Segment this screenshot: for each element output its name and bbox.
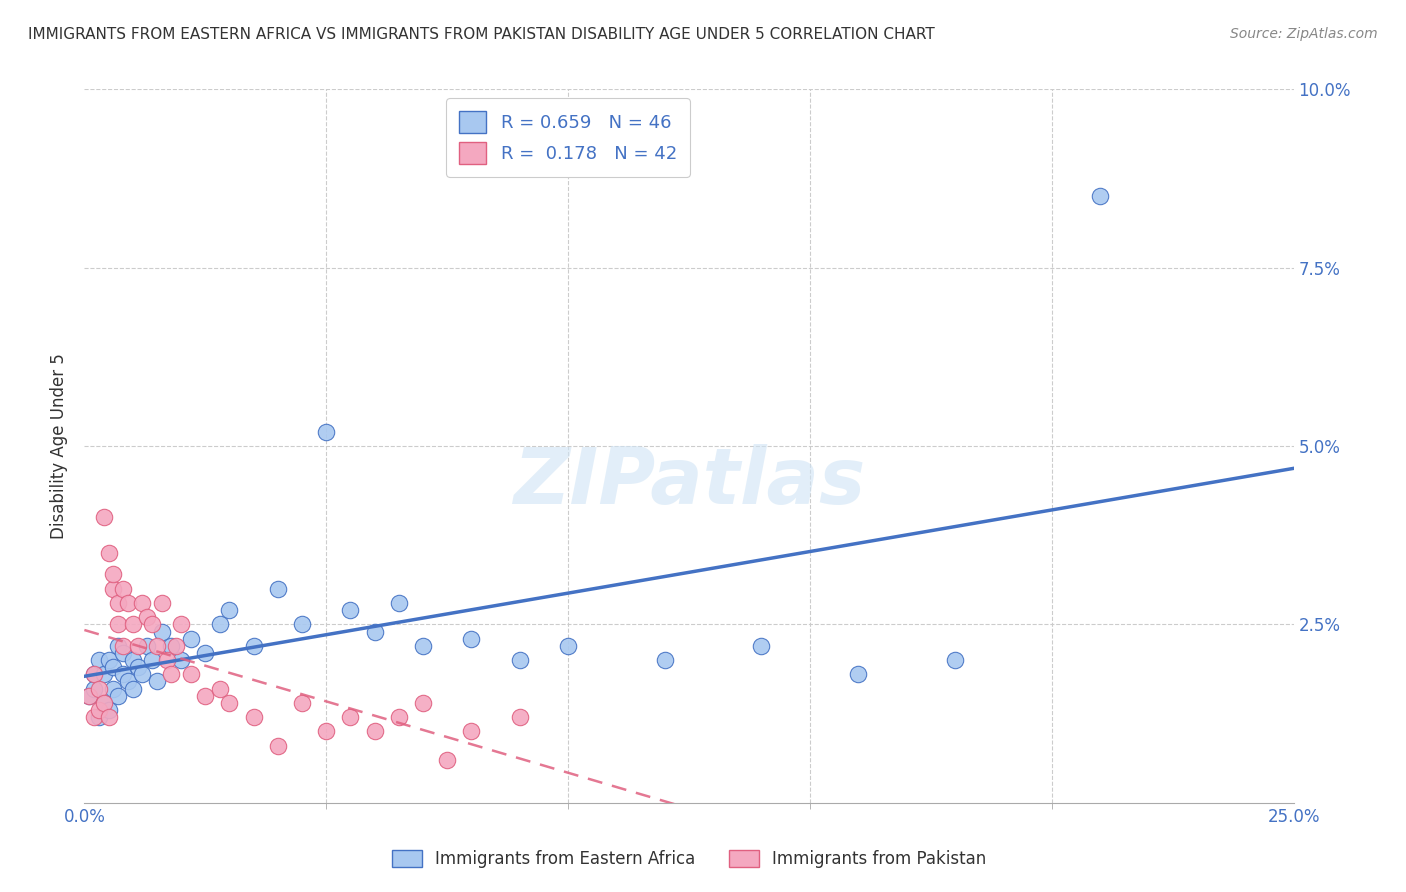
- Point: [83, 710, 105, 724]
- Point: [218, 696, 240, 710]
- Point: [121, 653, 143, 667]
- Point: [180, 667, 202, 681]
- Point: [97, 653, 120, 667]
- Point: [121, 681, 143, 696]
- Point: [218, 603, 240, 617]
- Point: [267, 739, 290, 753]
- Point: [112, 639, 135, 653]
- Point: [107, 617, 129, 632]
- Point: [388, 710, 411, 724]
- Point: [87, 681, 110, 696]
- Point: [751, 639, 773, 653]
- Point: [1088, 189, 1111, 203]
- Point: [170, 653, 193, 667]
- Point: [103, 567, 125, 582]
- Point: [509, 710, 531, 724]
- Point: [87, 703, 110, 717]
- Point: [160, 667, 183, 681]
- Point: [97, 546, 120, 560]
- Point: [93, 667, 115, 681]
- Point: [315, 724, 337, 739]
- Point: [83, 667, 105, 681]
- Point: [460, 632, 482, 646]
- Text: ZIPatlas: ZIPatlas: [513, 443, 865, 520]
- Point: [208, 681, 231, 696]
- Point: [943, 653, 966, 667]
- Point: [117, 596, 139, 610]
- Point: [87, 710, 110, 724]
- Point: [127, 660, 149, 674]
- Point: [170, 617, 193, 632]
- Point: [412, 696, 434, 710]
- Point: [131, 596, 153, 610]
- Point: [160, 639, 183, 653]
- Point: [363, 624, 385, 639]
- Point: [291, 696, 314, 710]
- Point: [141, 653, 163, 667]
- Point: [146, 674, 169, 689]
- Point: [131, 667, 153, 681]
- Point: [112, 667, 135, 681]
- Legend: Immigrants from Eastern Africa, Immigrants from Pakistan: Immigrants from Eastern Africa, Immigran…: [385, 843, 993, 875]
- Point: [87, 653, 110, 667]
- Point: [363, 724, 385, 739]
- Point: [242, 639, 264, 653]
- Point: [136, 610, 159, 624]
- Point: [155, 653, 177, 667]
- Point: [97, 710, 120, 724]
- Point: [103, 582, 125, 596]
- Point: [77, 689, 100, 703]
- Point: [291, 617, 314, 632]
- Point: [412, 639, 434, 653]
- Point: [194, 646, 217, 660]
- Point: [194, 689, 217, 703]
- Point: [267, 582, 290, 596]
- Point: [339, 603, 361, 617]
- Text: Source: ZipAtlas.com: Source: ZipAtlas.com: [1230, 27, 1378, 41]
- Point: [557, 639, 579, 653]
- Y-axis label: Disability Age Under 5: Disability Age Under 5: [51, 353, 69, 539]
- Point: [165, 639, 187, 653]
- Point: [107, 689, 129, 703]
- Point: [180, 632, 202, 646]
- Point: [242, 710, 264, 724]
- Point: [117, 674, 139, 689]
- Point: [388, 596, 411, 610]
- Point: [208, 617, 231, 632]
- Point: [83, 667, 105, 681]
- Point: [315, 425, 337, 439]
- Point: [150, 596, 173, 610]
- Point: [339, 710, 361, 724]
- Point: [93, 696, 115, 710]
- Point: [112, 582, 135, 596]
- Point: [436, 753, 458, 767]
- Point: [136, 639, 159, 653]
- Point: [77, 689, 100, 703]
- Point: [141, 617, 163, 632]
- Legend: R = 0.659   N = 46, R =  0.178   N = 42: R = 0.659 N = 46, R = 0.178 N = 42: [447, 98, 689, 177]
- Text: IMMIGRANTS FROM EASTERN AFRICA VS IMMIGRANTS FROM PAKISTAN DISABILITY AGE UNDER : IMMIGRANTS FROM EASTERN AFRICA VS IMMIGR…: [28, 27, 935, 42]
- Point: [93, 696, 115, 710]
- Point: [654, 653, 676, 667]
- Point: [103, 681, 125, 696]
- Point: [846, 667, 869, 681]
- Point: [146, 639, 169, 653]
- Point: [127, 639, 149, 653]
- Point: [460, 724, 482, 739]
- Point: [112, 646, 135, 660]
- Point: [509, 653, 531, 667]
- Point: [150, 624, 173, 639]
- Point: [93, 510, 115, 524]
- Point: [121, 617, 143, 632]
- Point: [107, 639, 129, 653]
- Point: [103, 660, 125, 674]
- Point: [107, 596, 129, 610]
- Point: [83, 681, 105, 696]
- Point: [97, 703, 120, 717]
